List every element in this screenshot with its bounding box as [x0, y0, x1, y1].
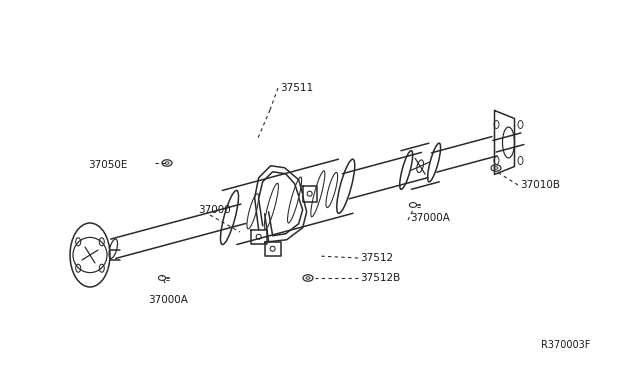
Text: 37050E: 37050E: [88, 160, 128, 170]
Text: 37000A: 37000A: [410, 213, 450, 223]
Text: 37511: 37511: [280, 83, 313, 93]
Text: 37000: 37000: [198, 205, 231, 215]
Text: R370003F: R370003F: [541, 340, 590, 350]
Text: 37512B: 37512B: [360, 273, 400, 283]
Text: 37010B: 37010B: [520, 180, 560, 190]
Text: 37512: 37512: [360, 253, 393, 263]
Text: 37000A: 37000A: [148, 295, 188, 305]
